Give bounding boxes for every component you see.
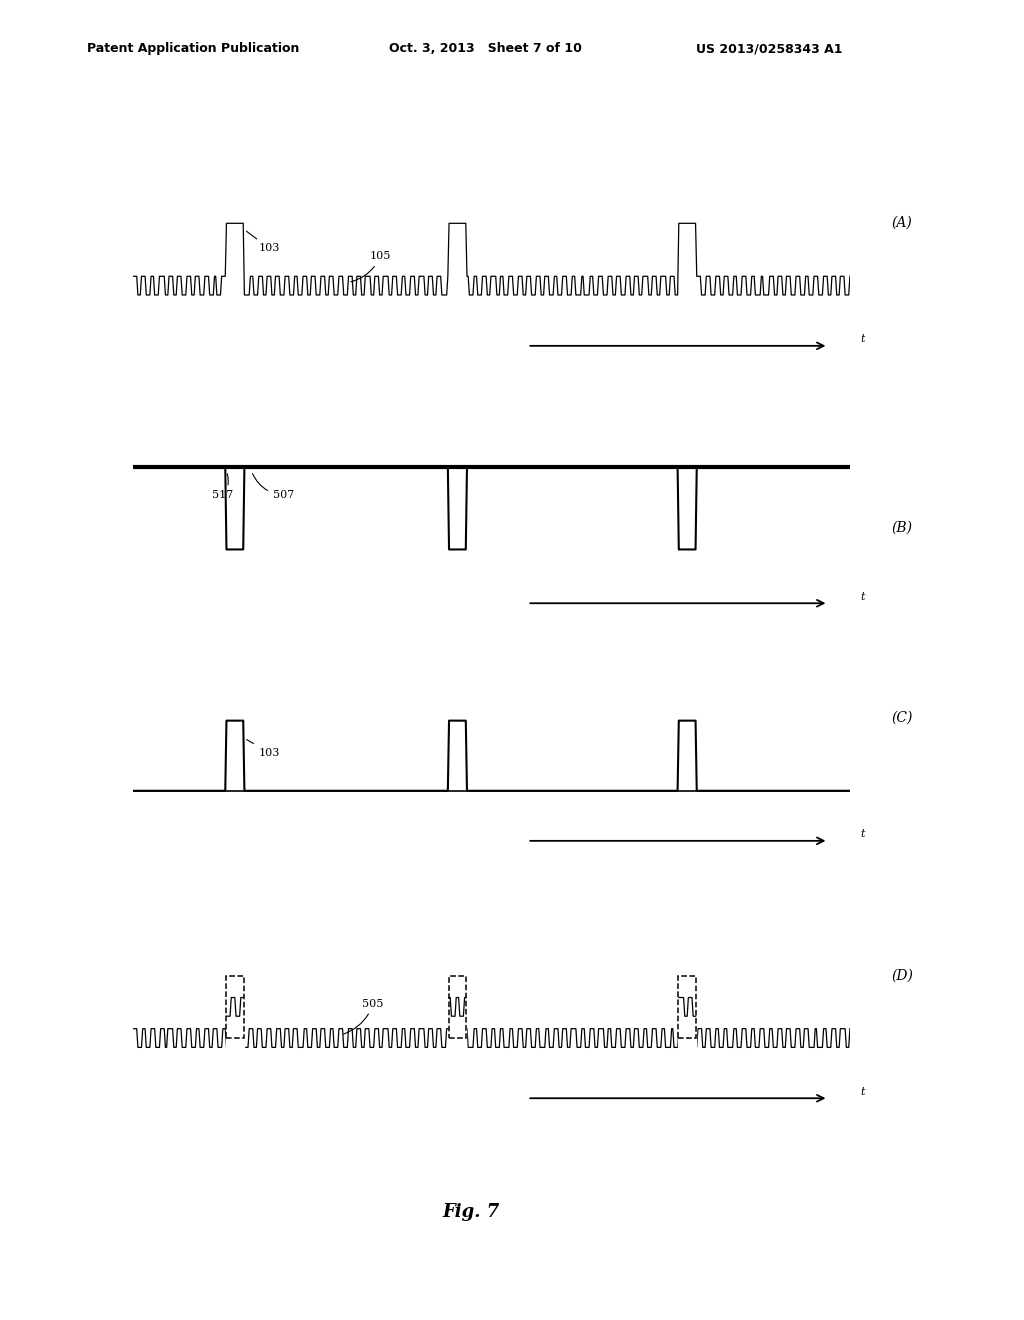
Text: 507: 507 (253, 474, 294, 500)
Text: t: t (860, 591, 864, 602)
Text: (B): (B) (891, 521, 912, 535)
Text: Oct. 3, 2013   Sheet 7 of 10: Oct. 3, 2013 Sheet 7 of 10 (389, 42, 582, 55)
Text: Patent Application Publication: Patent Application Publication (87, 42, 299, 55)
Text: 105: 105 (351, 251, 391, 282)
Text: Fig. 7: Fig. 7 (442, 1203, 500, 1221)
Bar (449, 975, 467, 1038)
Text: 517: 517 (212, 474, 233, 500)
Text: 505: 505 (344, 999, 384, 1034)
Text: t: t (860, 829, 864, 840)
Bar (226, 975, 244, 1038)
Text: US 2013/0258343 A1: US 2013/0258343 A1 (696, 42, 843, 55)
Text: 103: 103 (247, 231, 280, 253)
Text: t: t (860, 1086, 864, 1097)
Text: (D): (D) (891, 969, 912, 982)
Bar (678, 975, 696, 1038)
Text: 103: 103 (247, 739, 280, 758)
Text: (A): (A) (891, 215, 911, 230)
Text: t: t (860, 334, 864, 345)
Text: (C): (C) (891, 710, 912, 725)
